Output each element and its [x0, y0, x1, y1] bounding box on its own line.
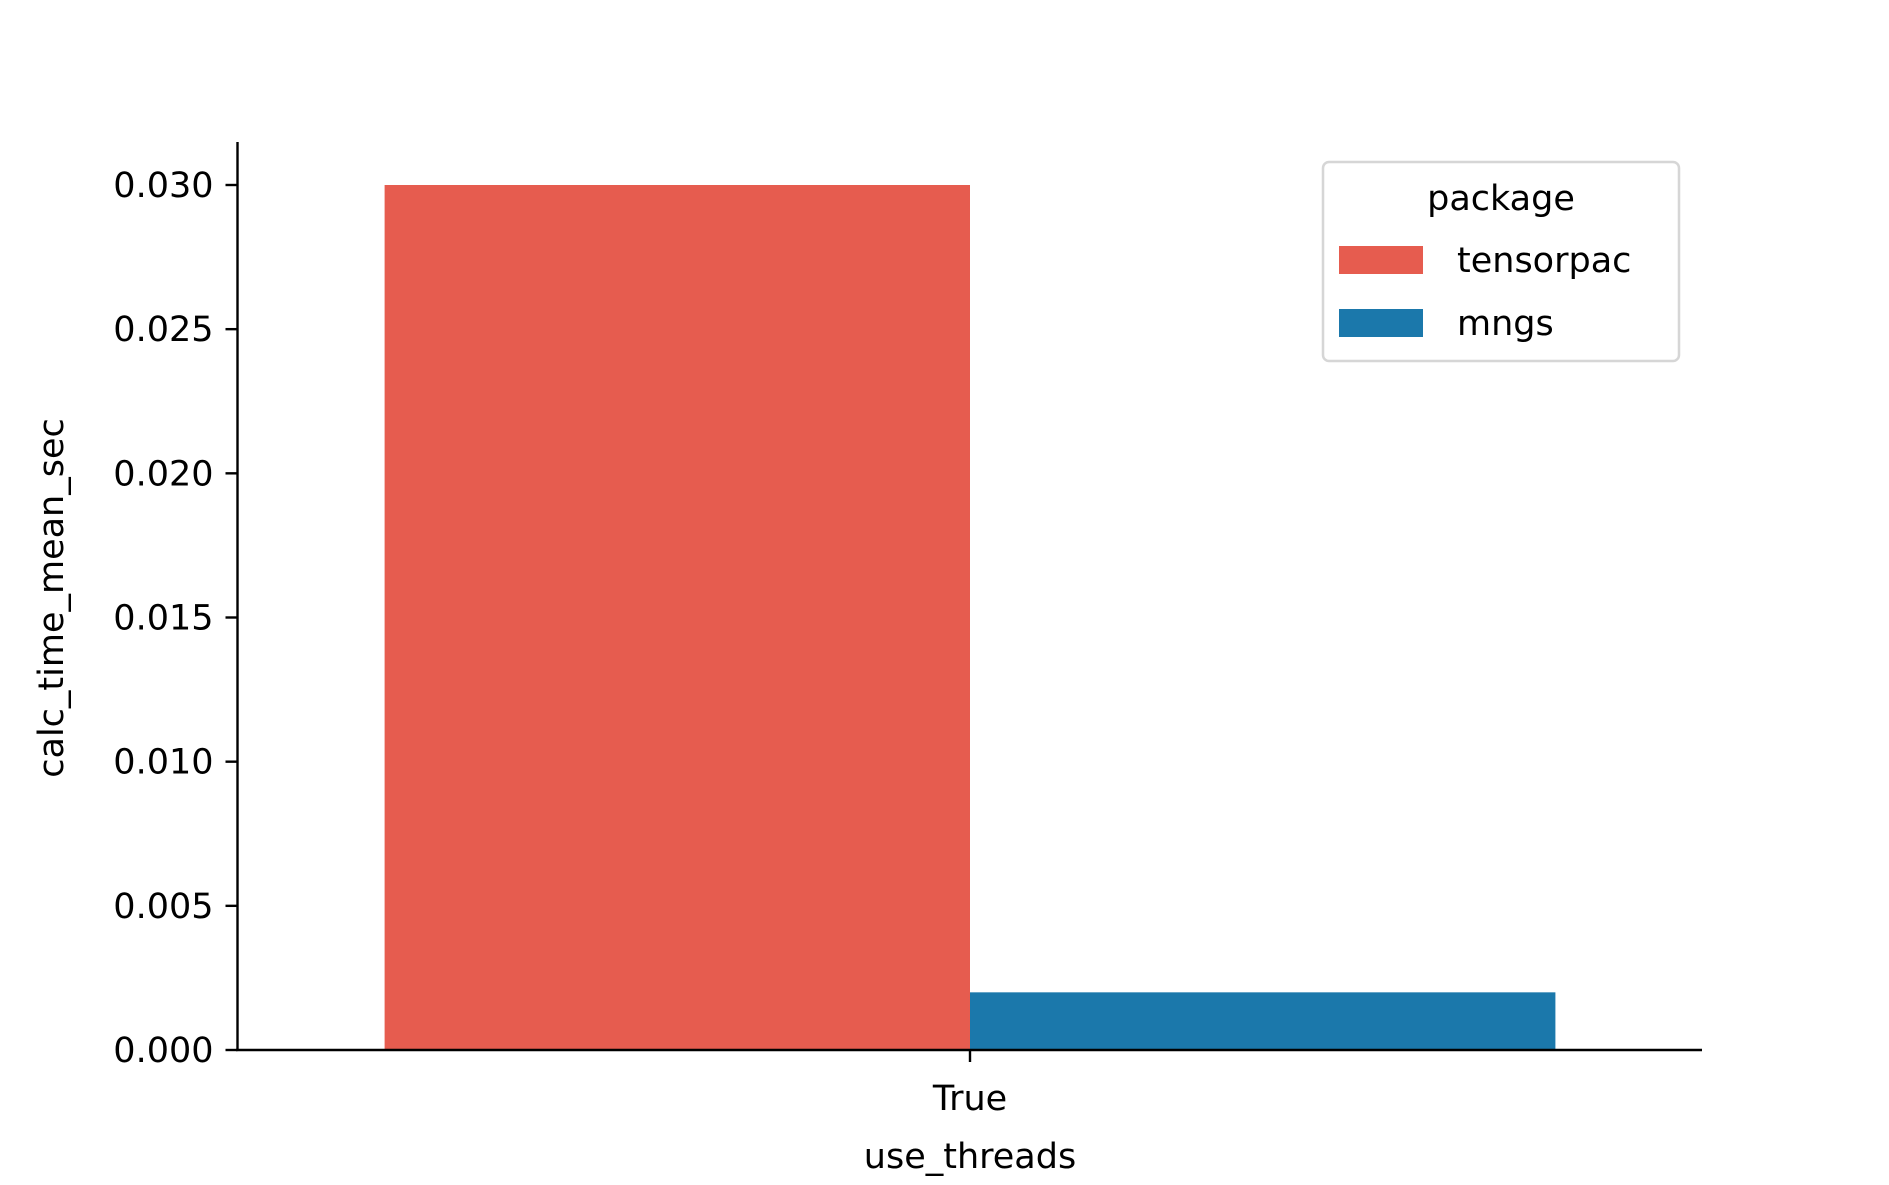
bar-mngs-True [970, 992, 1556, 1050]
legend-label-tensorpac: tensorpac [1457, 241, 1631, 281]
legend-swatch-tensorpac [1339, 246, 1423, 274]
x-axis-label: use_threads [864, 1137, 1076, 1177]
legend-swatch-mngs [1339, 309, 1423, 337]
y-axis-label: calc_time_mean_sec [32, 418, 72, 778]
x-tick-label: True [932, 1079, 1007, 1119]
bars-layer [384, 185, 1556, 1050]
legend-entries: tensorpac mngs [1339, 241, 1631, 344]
y-tick-label: 0.020 [113, 454, 213, 494]
y-tick-label: 0.010 [113, 743, 213, 783]
y-ticks: 0.000 0.005 0.010 0.015 0.020 0.025 0.030 [113, 166, 238, 1071]
legend: package tensorpac mngs [1321, 160, 1681, 363]
y-tick-label: 0.000 [113, 1031, 213, 1071]
x-ticks: True [932, 1050, 1007, 1119]
y-tick-label: 0.005 [113, 887, 213, 927]
bar-tensorpac-True [384, 185, 971, 1050]
legend-label-mngs: mngs [1457, 304, 1554, 344]
y-tick-label: 0.030 [113, 166, 213, 206]
y-tick-label: 0.025 [113, 310, 213, 350]
legend-title: package [1427, 179, 1575, 219]
y-tick-label: 0.015 [113, 599, 213, 639]
